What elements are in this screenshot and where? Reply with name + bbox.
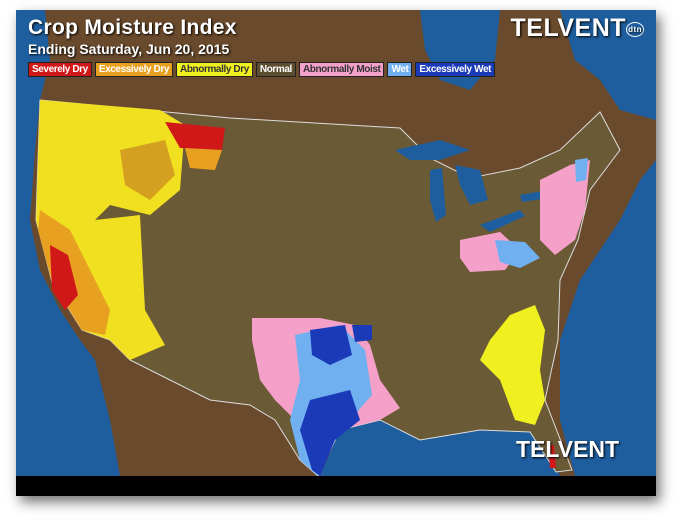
bottom-bar: [16, 476, 656, 496]
map-canvas: [16, 10, 656, 477]
telvent-watermark: TELVENT: [516, 436, 620, 462]
crop-moisture-map: Crop Moisture Index Ending Saturday, Jun…: [16, 10, 656, 496]
legend-excessively-dry: Excessively Dry: [94, 62, 173, 77]
dtn-badge: dtn: [626, 21, 644, 37]
region-excessively-dry-northwest: [120, 140, 175, 200]
map-title: Crop Moisture Index: [28, 16, 237, 39]
pacific-ocean: [16, 10, 120, 476]
region-severely-dry-california: [50, 245, 78, 310]
gulf-of-mexico: [320, 420, 560, 476]
legend-excessively-wet: Excessively Wet: [415, 62, 496, 77]
map-subtitle: Ending Saturday, Jun 20, 2015: [28, 41, 230, 57]
region-severely-dry-montana: [165, 122, 225, 150]
legend-abnormally-moist: Abnormally Moist: [298, 62, 385, 77]
region-excessively-dry-montana: [185, 148, 222, 170]
region-abnormally-dry-southeast: [480, 305, 545, 425]
lake-michigan: [430, 168, 446, 222]
legend-abnormally-dry: Abnormally Dry: [176, 62, 253, 77]
telvent-logo: TELVENT dtn: [511, 14, 644, 43]
north-atlantic: [560, 10, 656, 120]
region-wet-northeast: [575, 158, 588, 182]
region-excessively-dry-california: [38, 210, 110, 335]
legend: Severely Dry Excessively Dry Abnormally …: [28, 62, 496, 77]
region-excessively-wet-arkansas: [352, 325, 372, 342]
atlantic-ocean: [560, 160, 656, 476]
legend-severely-dry: Severely Dry: [28, 62, 92, 77]
lake-huron: [455, 165, 488, 205]
region-excessively-wet-oklahoma: [310, 325, 352, 365]
legend-normal: Normal: [255, 62, 296, 77]
legend-wet: Wet: [387, 62, 413, 77]
region-wet-ohio-valley: [495, 240, 540, 268]
hudson-bay: [420, 10, 500, 90]
lake-superior: [395, 140, 470, 160]
logo-text: TELVENT: [510, 14, 627, 42]
region-excessively-wet-texas: [300, 390, 360, 476]
region-abnormally-moist-northeast: [540, 160, 590, 255]
region-severely-dry-florida: [548, 445, 556, 468]
lake-erie: [480, 210, 525, 232]
